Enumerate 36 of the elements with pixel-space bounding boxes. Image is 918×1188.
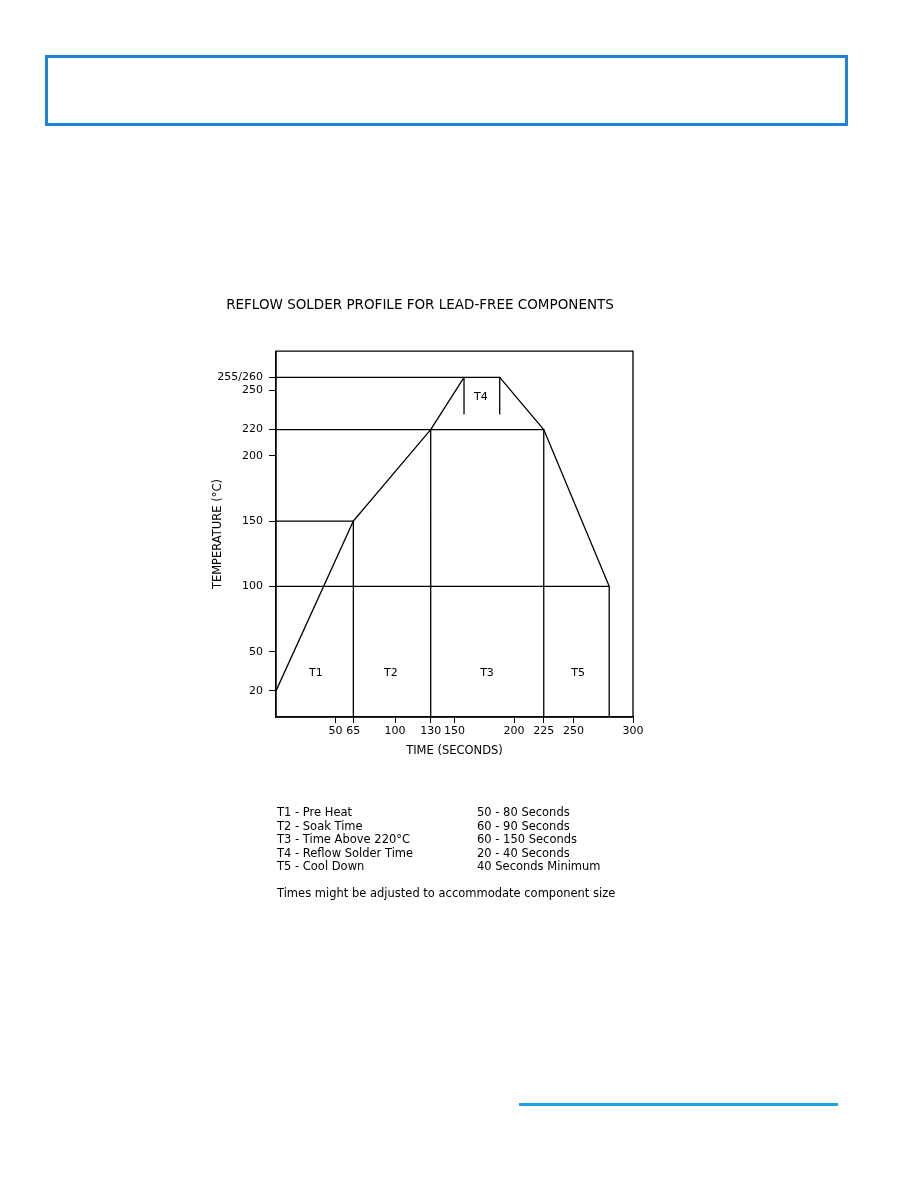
- chart-title: REFLOW SOLDER PROFILE FOR LEAD-FREE COMPONENTS: [226, 295, 614, 312]
- x-tick-label: 130: [420, 724, 442, 738]
- y-tick-label: 200: [242, 448, 263, 462]
- text: 60 - 90 Seconds: [477, 818, 571, 833]
- y-tick-label: 255/260: [217, 370, 263, 384]
- y-tick-label: 100: [242, 579, 263, 593]
- x-tick-label: 65: [346, 724, 361, 738]
- text: Times might be adjusted to accommodate component size: [277, 885, 616, 900]
- annotation: T4: [473, 389, 488, 403]
- x-tick-label: 300: [622, 724, 644, 738]
- x-tick-label: 150: [444, 724, 465, 738]
- text: 60 - 150 Seconds: [477, 832, 578, 847]
- y-axis-title: TEMPERATURE (°C): [209, 479, 224, 591]
- annotation: T5: [570, 665, 585, 679]
- y-tick-label: 250: [242, 383, 263, 397]
- text: 20 - 40 Seconds: [477, 845, 571, 860]
- x-tick-label: 50: [328, 724, 343, 738]
- x-tick-label: 250: [563, 724, 584, 738]
- annotation: T2: [383, 665, 398, 679]
- text: 40 Seconds Minimum: [477, 859, 602, 874]
- text: T3 - Time Above 220°C: [277, 832, 412, 847]
- x-tick-label: 225: [533, 724, 555, 738]
- text: T1 - Pre Heat: [277, 805, 354, 820]
- x-tick-label: 100: [384, 724, 406, 738]
- text: T5 - Cool Down: [277, 859, 366, 874]
- text: 50 - 80 Seconds: [477, 805, 571, 820]
- text: T4 - Reflow Solder Time: [277, 845, 415, 860]
- y-tick-label: 20: [249, 683, 263, 697]
- y-tick-label: 50: [249, 644, 263, 658]
- text: T2 - Soak Time: [277, 818, 364, 833]
- y-tick-label: 150: [242, 513, 263, 527]
- y-tick-label: 220: [242, 422, 263, 436]
- annotation: T1: [308, 665, 323, 679]
- x-axis-title: TIME (SECONDS): [405, 743, 503, 758]
- x-tick-label: 200: [503, 724, 525, 738]
- annotation: T3: [479, 665, 494, 679]
